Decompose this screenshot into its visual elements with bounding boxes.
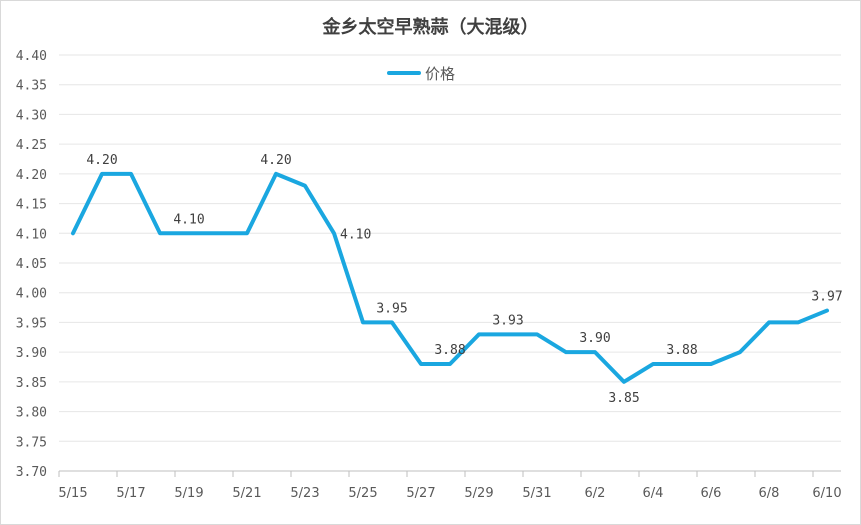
- x-tick-label: 5/27: [406, 486, 435, 501]
- x-tick-label: 5/23: [290, 486, 319, 501]
- x-tick-label: 5/29: [464, 486, 493, 501]
- y-tick-label: 4.05: [16, 257, 47, 272]
- data-label: 3.88: [434, 343, 465, 358]
- y-tick-label: 4.40: [16, 49, 47, 64]
- y-tick-label: 4.20: [16, 168, 47, 183]
- data-label: 4.20: [86, 153, 117, 168]
- series-layer: [71, 171, 829, 384]
- data-label: 3.95: [376, 301, 407, 316]
- x-tick-label: 6/4: [643, 486, 664, 501]
- x-tick-label: 5/15: [58, 486, 87, 501]
- data-label: 3.85: [608, 391, 639, 406]
- chart-title: 金乡太空早熟蒜（大混级）: [322, 17, 539, 38]
- axes: 3.70 3.75 3.80 3.85 3.90 3.95 4.00 4.05 4.10 4.15…: [16, 49, 842, 501]
- y-tick-label: 4.00: [16, 287, 47, 302]
- y-tick-label: 3.90: [16, 346, 47, 361]
- legend-label: 价格: [425, 65, 455, 83]
- y-tick-label: 3.80: [16, 406, 47, 421]
- y-tick-label: 4.10: [16, 227, 47, 242]
- legend: 价格: [387, 65, 455, 83]
- y-tick-label: 3.85: [16, 376, 47, 391]
- x-tick-label: 5/17: [116, 486, 145, 501]
- x-tick-label: 6/10: [812, 486, 841, 501]
- x-tick-label: 5/25: [348, 486, 377, 501]
- y-tick-label: 4.25: [16, 138, 47, 153]
- data-label: 3.88: [666, 343, 697, 358]
- data-label: 4.10: [173, 212, 204, 227]
- data-label: 4.10: [340, 227, 371, 242]
- y-tick-label: 4.15: [16, 198, 47, 213]
- y-tick-label: 4.35: [16, 79, 47, 94]
- data-label: 3.93: [492, 313, 523, 328]
- x-tick-label: 6/6: [701, 486, 722, 501]
- data-label: 4.20: [260, 153, 291, 168]
- y-tick-label: 3.75: [16, 435, 47, 450]
- x-tick-label: 6/8: [759, 486, 780, 501]
- data-labels: 4.20 4.10 4.20 4.10 3.95 3.88 3.93 3.90 3.85 3.88…: [86, 153, 842, 406]
- x-tick-label: 5/31: [522, 486, 551, 501]
- gridlines: [59, 54, 841, 442]
- data-label: 3.97: [811, 290, 842, 305]
- x-tick-label: 6/2: [585, 486, 606, 501]
- y-tick-label: 3.70: [16, 465, 47, 480]
- data-label: 3.90: [579, 331, 610, 346]
- x-tick-label: 5/21: [232, 486, 261, 501]
- y-tick-label: 4.30: [16, 108, 47, 123]
- x-tick-label: 5/19: [174, 486, 203, 501]
- series-line-price: [71, 171, 829, 384]
- y-tick-label: 3.95: [16, 316, 47, 331]
